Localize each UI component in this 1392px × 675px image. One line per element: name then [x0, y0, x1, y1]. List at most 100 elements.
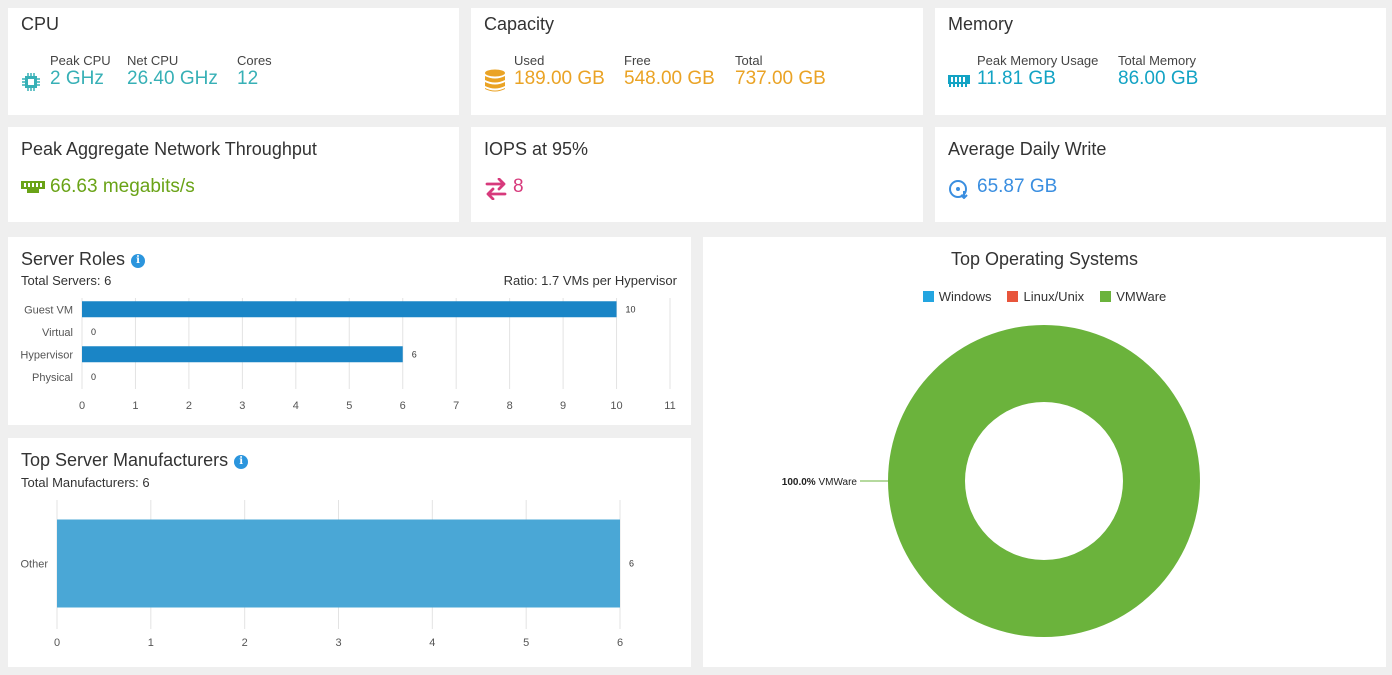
x-tick-label: 3: [335, 637, 341, 649]
peak-cpu-value: 2 GHz: [50, 68, 104, 89]
used-value: 189.00 GB: [514, 68, 605, 89]
total-manufacturers-text: Total Manufacturers: 6: [21, 475, 150, 490]
capacity-card: Capacity Used 189.00 GB Free 548.00 GB T…: [471, 8, 923, 115]
cores-value: 12: [237, 68, 259, 89]
x-tick-label: 6: [617, 637, 623, 649]
x-tick-label: 8: [507, 400, 513, 412]
os-title: Top Operating Systems: [950, 249, 1139, 269]
manufacturers-title-row: Top Server Manufacturers i: [21, 450, 249, 471]
bar-value-label: 0: [91, 327, 96, 337]
legend-label: VMWare: [1116, 289, 1167, 304]
x-tick-label: 1: [132, 400, 138, 412]
x-tick-label: 4: [293, 400, 299, 412]
x-tick-label: 11: [664, 400, 675, 412]
daily-write-title: Average Daily Write: [948, 139, 1107, 159]
category-label: Other: [20, 559, 48, 571]
total-memory-metric: Total Memory 86.00 GB: [1118, 53, 1198, 90]
memory-module-icon: [948, 75, 970, 87]
x-tick-label: 0: [79, 400, 85, 412]
free-label: Free: [624, 53, 651, 68]
x-tick-label: 9: [560, 400, 566, 412]
iops-title: IOPS at 95%: [484, 139, 589, 159]
net-cpu-value: 26.40 GHz: [127, 68, 218, 89]
net-cpu-metric: Net CPU 26.40 GHz: [127, 53, 218, 90]
x-tick-label: 3: [239, 400, 245, 412]
legend-item[interactable]: Windows: [922, 289, 992, 304]
category-label: Physical: [32, 372, 73, 384]
os-legend: Windows Linux/Unix VMWare: [703, 289, 1386, 304]
memory-card: Memory Peak Memory Usage 11.81 GB Total …: [935, 8, 1386, 115]
bar-value-label: 10: [626, 304, 636, 314]
net-cpu-label: Net CPU: [127, 53, 179, 68]
peak-memory-value: 11.81 GB: [977, 68, 1056, 89]
cpu-title: CPU: [21, 14, 60, 34]
bar[interactable]: [57, 519, 620, 608]
cores-metric: Cores 12: [237, 53, 272, 90]
x-tick-label: 5: [523, 637, 529, 649]
donut-slice[interactable]: [888, 325, 1200, 637]
used-metric: Used 189.00 GB: [514, 53, 605, 90]
bar-value-label: 6: [412, 349, 417, 359]
category-label: Virtual: [42, 327, 73, 339]
network-value: 66.63 megabits/s: [50, 176, 195, 197]
cpu-chip-icon: [22, 73, 40, 91]
server-roles-title-row: Server Roles i: [21, 249, 146, 270]
total-memory-label: Total Memory: [1118, 53, 1197, 68]
exchange-arrows-icon: [485, 178, 507, 200]
legend-item[interactable]: VMWare: [1100, 289, 1166, 304]
category-label: Guest VM: [24, 304, 73, 316]
manufacturers-chart: 0 1 2 3 4 5 6 Other 6: [20, 500, 634, 649]
server-roles-card: Server Roles i Total Servers: 6 Ratio: 1.…: [8, 237, 691, 425]
iops-card: IOPS at 95% 8: [471, 127, 923, 222]
legend-swatch: [1007, 291, 1019, 302]
x-tick-label: 10: [610, 400, 622, 412]
ratio-text: Ratio: 1.7 VMs per Hypervisor: [503, 273, 677, 288]
free-value: 548.00 GB: [624, 68, 715, 89]
daily-write-value: 65.87 GB: [977, 176, 1058, 197]
x-tick-label: 2: [186, 400, 192, 412]
network-card: Peak Aggregate Network Throughput 66.63 …: [8, 127, 459, 222]
x-tick-label: 4: [429, 637, 435, 649]
category-label: Hypervisor: [20, 349, 73, 361]
info-icon[interactable]: i: [131, 254, 146, 268]
bar-value-label: 0: [91, 372, 96, 382]
total-metric: Total 737.00 GB: [735, 53, 826, 90]
bar-value-label: 6: [629, 559, 634, 569]
os-donut-chart: 100.0% VMWare: [782, 325, 1200, 637]
database-icon: [485, 69, 505, 92]
bar[interactable]: [82, 301, 617, 318]
legend-label: Windows: [938, 289, 992, 304]
legend-item[interactable]: Linux/Unix: [1007, 289, 1084, 304]
total-servers-text: Total Servers: 6: [21, 273, 112, 288]
network-title: Peak Aggregate Network Throughput: [21, 139, 317, 159]
disk-write-icon: [949, 180, 968, 199]
x-tick-label: 7: [453, 400, 459, 412]
memory-title: Memory: [948, 14, 1014, 34]
legend-label: Linux/Unix: [1023, 289, 1085, 304]
slice-label: 100.0% VMWare: [782, 477, 858, 488]
x-tick-label: 2: [242, 637, 248, 649]
manufacturers-card: Top Server Manufacturers i Total Manufact…: [8, 438, 691, 667]
server-roles-title: Server Roles: [21, 249, 126, 269]
info-icon[interactable]: i: [234, 455, 249, 469]
server-roles-chart: 0 1 2 3 4 5 6 7 8 9 10 11 Guest VM 10 Virtual 0 Hypervis…: [20, 298, 676, 412]
total-value: 737.00 GB: [735, 68, 826, 89]
x-tick-label: 1: [148, 637, 154, 649]
total-label: Total: [735, 53, 763, 68]
x-tick-label: 0: [54, 637, 60, 649]
total-memory-value: 86.00 GB: [1118, 68, 1199, 89]
legend-swatch: [1100, 291, 1112, 302]
daily-write-card: Average Daily Write 65.87 GB: [935, 127, 1386, 222]
capacity-title: Capacity: [484, 14, 555, 34]
legend-swatch: [922, 291, 934, 302]
x-tick-label: 6: [400, 400, 406, 412]
peak-memory-metric: Peak Memory Usage 11.81 GB: [977, 53, 1098, 90]
cores-label: Cores: [237, 53, 272, 68]
manufacturers-title: Top Server Manufacturers: [21, 450, 229, 470]
peak-cpu-metric: Peak CPU 2 GHz: [50, 53, 111, 90]
used-label: Used: [514, 53, 545, 68]
x-tick-label: 5: [346, 400, 352, 412]
free-metric: Free 548.00 GB: [624, 53, 715, 90]
peak-cpu-label: Peak CPU: [50, 53, 111, 68]
bar[interactable]: [82, 346, 403, 363]
